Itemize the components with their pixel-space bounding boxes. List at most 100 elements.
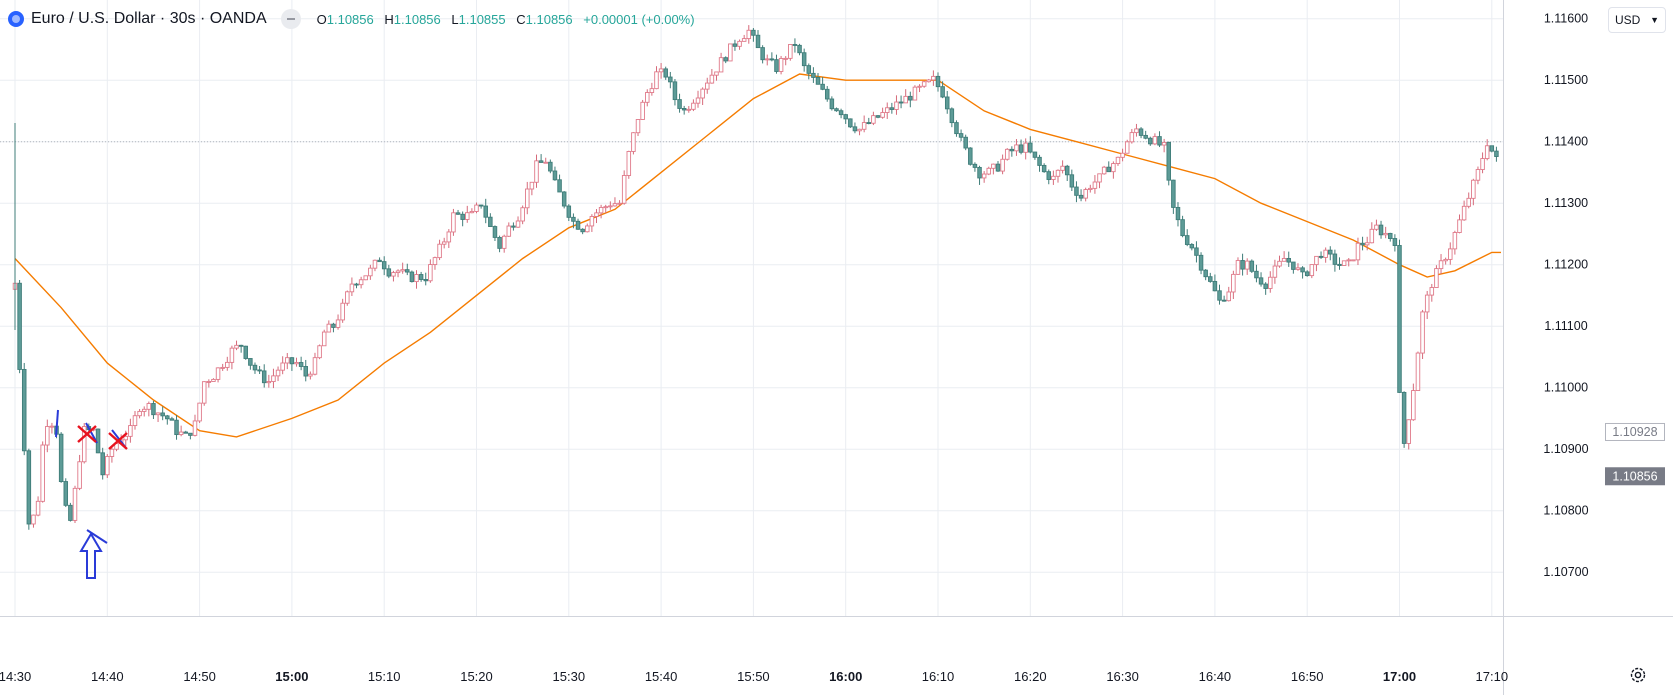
- candle-body: [35, 500, 41, 516]
- candle-body: [165, 415, 170, 420]
- drawing-annotations[interactable]: [55, 409, 128, 579]
- candle-body: [871, 115, 876, 124]
- candle-body: [418, 274, 424, 280]
- candle-body: [598, 206, 604, 214]
- candle-body: [405, 269, 410, 273]
- candle-body: [875, 115, 881, 118]
- candle-body: [709, 74, 715, 84]
- candle-body: [764, 58, 770, 61]
- candle-body: [681, 108, 687, 111]
- candle-body: [409, 271, 415, 283]
- last-price-tag: [1605, 467, 1665, 486]
- candle-body: [806, 65, 812, 74]
- x-tick-label: 15:30: [553, 669, 586, 684]
- candle-body: [483, 205, 488, 218]
- candle-body: [954, 122, 959, 135]
- candle-body: [105, 456, 110, 476]
- candle-body: [317, 345, 322, 359]
- candle-body: [1471, 179, 1476, 199]
- candle-body: [1411, 390, 1416, 421]
- candle-body: [1198, 254, 1204, 271]
- collapse-legend-button[interactable]: [280, 9, 301, 29]
- candle-body: [432, 257, 438, 266]
- candle-body: [474, 204, 479, 212]
- candle-body: [575, 220, 581, 230]
- candle-body: [1443, 258, 1448, 262]
- candle-body: [686, 108, 692, 111]
- time-axis[interactable]: 14:30 14:40 14:50 15:00 15:10 15:20 15:30 15:40…: [0, 616, 1673, 685]
- red-x-mark: [108, 432, 128, 450]
- candle-body: [345, 291, 350, 304]
- candle-body: [1069, 174, 1075, 188]
- candle-body: [146, 403, 152, 410]
- candle-body: [1291, 261, 1296, 270]
- candle-body: [1304, 271, 1310, 277]
- candle-body: [229, 347, 235, 363]
- candle-body: [1157, 136, 1162, 146]
- blue-stroke: [86, 529, 108, 544]
- y-tick-label: 1.10800: [1543, 504, 1588, 518]
- currency-selector[interactable]: USD ▼: [1608, 7, 1666, 33]
- candle-body: [824, 88, 830, 100]
- candle-body: [294, 362, 299, 365]
- candle-body: [788, 44, 793, 59]
- currency-label: USD: [1615, 13, 1641, 27]
- candle-body: [1083, 189, 1088, 199]
- candle-body: [972, 163, 978, 168]
- candle-body: [585, 225, 590, 233]
- y-tick-label: 1.10900: [1543, 442, 1588, 456]
- candle-body: [1231, 273, 1236, 293]
- candle-body: [529, 181, 535, 190]
- candle-body: [829, 98, 835, 110]
- candle-body: [1189, 244, 1195, 249]
- candle-body: [755, 34, 761, 49]
- candle-body: [298, 362, 304, 367]
- candle-body: [1088, 187, 1093, 190]
- candle-body: [811, 72, 816, 78]
- x-tick-label: 14:50: [183, 669, 216, 684]
- candle-body: [197, 402, 202, 422]
- candle-body: [100, 452, 105, 476]
- candle-body: [760, 47, 765, 61]
- candle-body: [358, 279, 364, 286]
- candle-body: [525, 188, 530, 209]
- symbol-title[interactable]: Euro / U.S. Dollar · 30s · OANDA: [31, 10, 267, 27]
- candle-body: [234, 344, 239, 349]
- ohlc-key: L: [451, 11, 459, 27]
- chevron-down-icon: ▼: [1650, 15, 1659, 25]
- candle-body: [1461, 205, 1467, 221]
- candle-body: [1392, 238, 1398, 246]
- candle-body: [437, 243, 442, 259]
- candle-body: [792, 44, 798, 46]
- candle-body: [174, 419, 179, 436]
- candle-body: [1106, 166, 1112, 173]
- candle-body: [1041, 164, 1047, 173]
- candle-body: [921, 81, 927, 87]
- price-tag: [1605, 422, 1665, 441]
- candle-body: [995, 163, 1001, 172]
- candle-body: [1452, 232, 1458, 250]
- candle-body: [372, 259, 378, 269]
- ohlc-open-value: 1.10856: [326, 11, 374, 27]
- ohlc-close-value: 1.10856: [525, 11, 573, 27]
- candle-body: [17, 282, 22, 370]
- candle-body: [594, 212, 599, 217]
- candle-body: [238, 344, 244, 347]
- ohlc-low-value: 1.10855: [458, 11, 506, 27]
- candle-body: [285, 357, 290, 364]
- gear-icon[interactable]: [1628, 665, 1648, 685]
- ohlc-legend: O1.10856 H1.10856 L1.10855 C1.10856 +0.0…: [317, 12, 702, 27]
- candle-body: [395, 270, 401, 274]
- candle-body: [1000, 158, 1005, 172]
- price-axis[interactable]: 1.10700 1.10800 1.10900 1.11000 1.11100 1.112…: [1503, 0, 1666, 695]
- candle-body: [561, 191, 567, 207]
- candle-body: [1092, 181, 1098, 189]
- candle-body: [1484, 145, 1490, 160]
- candle-body: [621, 175, 627, 204]
- candle-body: [252, 364, 258, 371]
- x-tick-label: 15:40: [645, 669, 678, 684]
- candle-body: [1037, 156, 1042, 166]
